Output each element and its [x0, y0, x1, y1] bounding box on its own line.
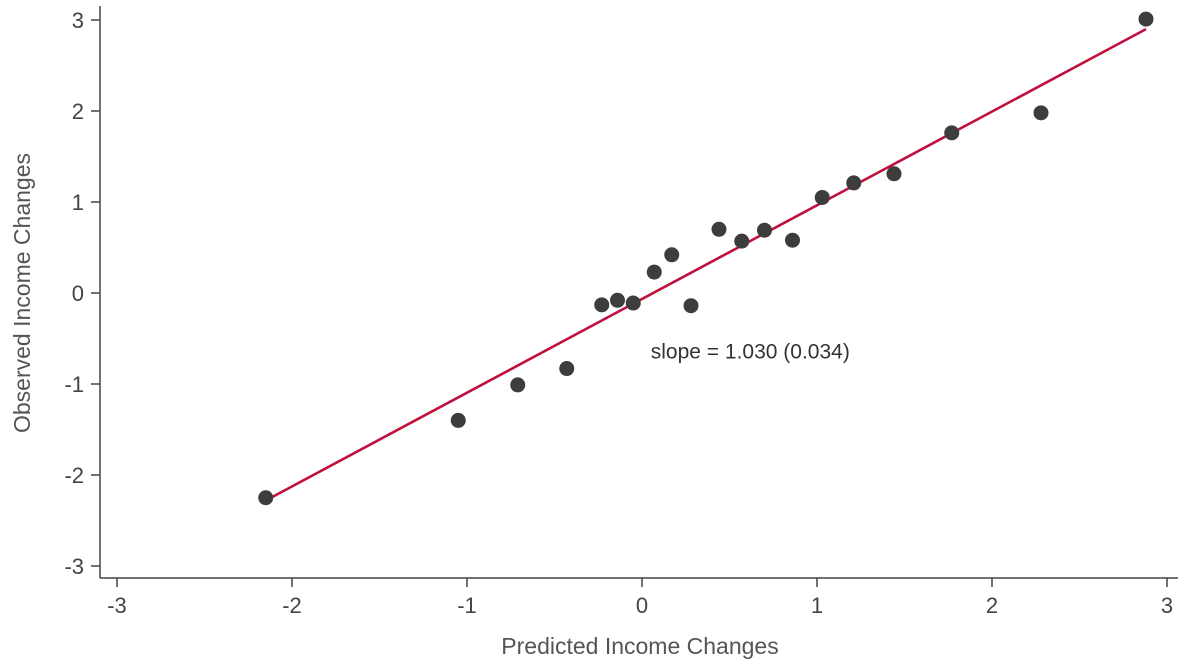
x-tick-label: -1 [457, 593, 477, 618]
x-tick-label: -3 [107, 593, 127, 618]
data-point [625, 295, 641, 311]
x-tick-label: 2 [986, 593, 998, 618]
y-tick-label: 0 [72, 281, 84, 306]
data-point [559, 361, 575, 377]
data-points [258, 11, 1154, 506]
y-ticks: -3 -2 -1 0 1 2 3 [64, 8, 100, 579]
regression-line [265, 27, 1147, 502]
y-tick-label: 3 [72, 8, 84, 33]
data-point [450, 412, 466, 428]
data-point [886, 166, 902, 182]
x-tick-label: 3 [1161, 593, 1173, 618]
data-point [785, 232, 800, 248]
data-point [646, 264, 662, 280]
y-tick-label: -3 [64, 554, 84, 579]
data-point [510, 377, 526, 393]
x-ticks: -3 -2 -1 0 1 2 3 [107, 578, 1173, 618]
data-point [594, 297, 610, 313]
x-tick-label: 1 [811, 593, 823, 618]
axes [99, 6, 1178, 579]
y-tick-label: 1 [72, 190, 84, 215]
data-point [757, 222, 772, 238]
data-point [1138, 11, 1154, 27]
data-point [664, 247, 680, 263]
data-point [814, 189, 830, 205]
x-axis-title: Predicted Income Changes [501, 633, 778, 659]
data-point [1033, 105, 1049, 121]
slope-annotation: slope = 1.030 (0.034) [651, 341, 850, 364]
x-tick-label: -2 [282, 593, 302, 618]
data-point [610, 292, 625, 308]
data-point [258, 490, 274, 506]
data-point [683, 298, 699, 314]
y-tick-label: 2 [72, 99, 84, 124]
data-point [711, 221, 727, 237]
y-tick-label: -1 [64, 372, 84, 397]
y-tick-label: -2 [64, 463, 84, 488]
x-tick-label: 0 [636, 593, 648, 618]
data-point [734, 233, 750, 249]
y-axis-title: Observed Income Changes [9, 153, 35, 433]
data-point [944, 125, 960, 141]
data-point [846, 175, 862, 191]
